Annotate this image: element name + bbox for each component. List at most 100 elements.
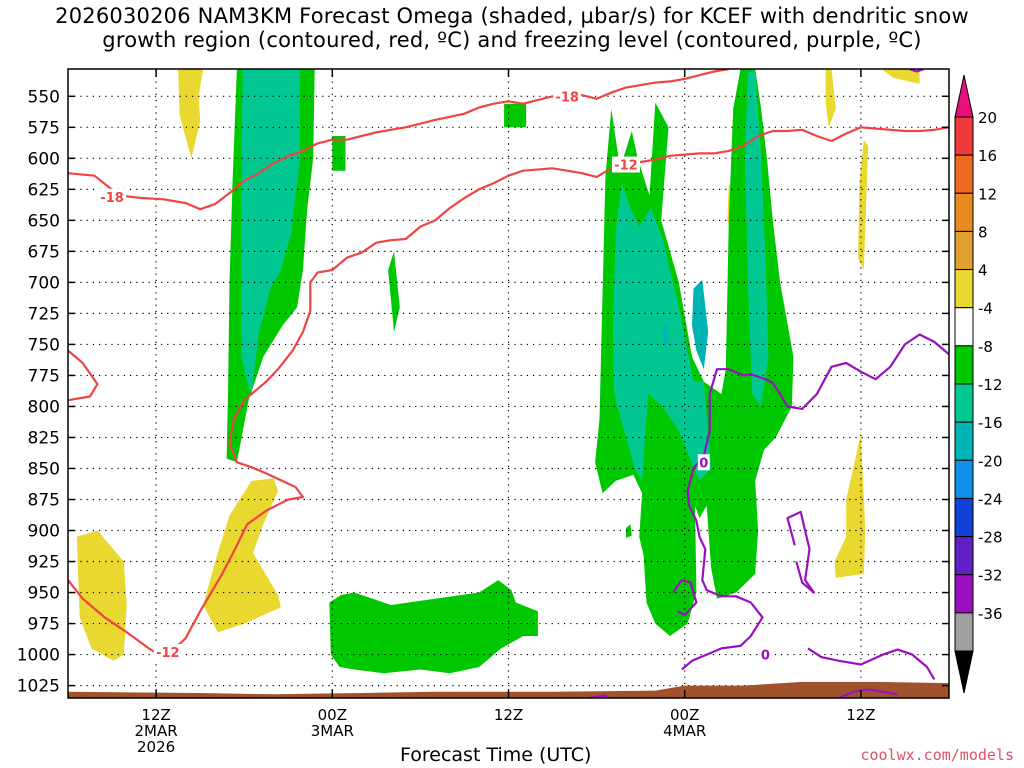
contour-label-bg bbox=[553, 88, 582, 105]
y-tick-label: 625 bbox=[28, 180, 60, 200]
x-tick-label: 4MAR bbox=[663, 722, 706, 740]
y-tick-label: 675 bbox=[28, 242, 60, 262]
colorbar-segment bbox=[954, 459, 974, 499]
omega-region-9 bbox=[332, 136, 346, 171]
omega-region-10 bbox=[388, 251, 400, 332]
colorbar-segment bbox=[954, 612, 974, 652]
colorbar-bottom-triangle bbox=[954, 650, 974, 694]
colorbar-label: 8 bbox=[978, 223, 988, 241]
x-tick-label: 00Z bbox=[318, 706, 347, 724]
colorbar-segment bbox=[954, 383, 974, 423]
contour-label-bg bbox=[697, 454, 710, 471]
colorbar-segment bbox=[954, 497, 974, 538]
contour-label: -12 bbox=[156, 646, 180, 661]
omega-region-15 bbox=[241, 69, 300, 394]
colorbar-segment bbox=[954, 536, 974, 576]
ground-surface bbox=[68, 681, 949, 698]
dgz-contour-2 bbox=[68, 126, 949, 656]
colorbar-segment bbox=[954, 345, 974, 385]
contour-label: 0 bbox=[699, 456, 708, 471]
colorbar-segment bbox=[954, 574, 974, 614]
y-tick-label: 725 bbox=[28, 304, 60, 324]
dgz-contour-0 bbox=[68, 69, 729, 211]
contour-label: -18 bbox=[100, 191, 124, 206]
colorbar-label: 12 bbox=[978, 185, 997, 203]
colorbar-segment bbox=[954, 269, 974, 309]
colorbar-label: 16 bbox=[978, 147, 997, 165]
omega-region-0 bbox=[141, 69, 204, 159]
dgz-contour-1 bbox=[68, 349, 99, 402]
freezing-contour-1 bbox=[672, 579, 698, 616]
site-credit[interactable]: coolwx.com/models bbox=[860, 746, 1014, 764]
contour-label: 0 bbox=[761, 649, 770, 664]
omega-region-16 bbox=[612, 183, 712, 481]
y-tick-label: 875 bbox=[28, 490, 60, 510]
y-tick-label: 850 bbox=[28, 459, 60, 479]
colorbar-label: 20 bbox=[978, 109, 997, 127]
omega-region-1 bbox=[76, 530, 127, 661]
colorbar-label: -16 bbox=[978, 414, 1003, 432]
colorbar-segment bbox=[954, 192, 974, 232]
omega-region-12 bbox=[329, 580, 538, 674]
y-tick-label: 1000 bbox=[17, 646, 60, 666]
y-tick-label: 1025 bbox=[17, 677, 60, 697]
y-tick-label: 600 bbox=[28, 149, 60, 169]
colorbar-label: -36 bbox=[978, 605, 1003, 623]
chart-title: 2026030206 NAM3KM Forecast Omega (shaded… bbox=[0, 4, 1024, 52]
contour-label: -18 bbox=[555, 90, 579, 105]
chart-title-line-2: growth region (contoured, red, ºC) and f… bbox=[102, 28, 922, 52]
colorbar: 20 16 12 8 4 -4 -8 -12 -16 -20 -24 -28 -32 -36 bbox=[954, 74, 1003, 694]
plot-area: -18 -18 -12 -12 0 0 bbox=[68, 69, 949, 698]
colorbar-segment bbox=[954, 154, 974, 194]
x-tick-label: 3MAR bbox=[311, 722, 354, 740]
chart-title-line-1: 2026030206 NAM3KM Forecast Omega (shaded… bbox=[55, 4, 969, 28]
freezing-contour-4 bbox=[589, 694, 611, 698]
contour-label-bg bbox=[759, 646, 772, 663]
colorbar-label: -24 bbox=[978, 490, 1003, 508]
omega-region-11 bbox=[504, 103, 527, 128]
y-tick-label: 800 bbox=[28, 397, 60, 417]
omega-region-14 bbox=[626, 524, 632, 538]
omega-region-13 bbox=[595, 69, 794, 636]
omega-region-2 bbox=[203, 478, 281, 633]
omega-region-6 bbox=[881, 69, 920, 84]
colorbar-label: -20 bbox=[978, 452, 1003, 470]
y-tick-label: 950 bbox=[28, 584, 60, 604]
colorbar-label: -32 bbox=[978, 567, 1003, 585]
x-tick-label: 12Z bbox=[494, 706, 523, 724]
freezing-contour-5 bbox=[838, 688, 898, 698]
omega-region-5 bbox=[834, 433, 866, 578]
y-tick-label: 750 bbox=[28, 335, 60, 355]
y-tick-label: 775 bbox=[28, 366, 60, 386]
y-tick-label: 575 bbox=[28, 118, 60, 138]
x-tick-label: 12Z bbox=[141, 706, 170, 724]
y-tick-label: 925 bbox=[28, 553, 60, 573]
omega-region-3 bbox=[825, 69, 836, 128]
y-tick-label: 550 bbox=[28, 87, 60, 107]
freezing-contour-0 bbox=[681, 333, 949, 671]
colorbar-label: 4 bbox=[978, 262, 988, 280]
x-tick-label: 2MAR bbox=[135, 722, 178, 740]
colorbar-label: -28 bbox=[978, 529, 1003, 547]
x-axis-label: Forecast Time (UTC) bbox=[400, 744, 592, 766]
x-tick-label: 2026 bbox=[137, 738, 175, 756]
colorbar-segment bbox=[954, 421, 974, 461]
y-tick-label: 700 bbox=[28, 273, 60, 293]
colorbar-segment bbox=[954, 307, 974, 347]
y-tick-label: 650 bbox=[28, 211, 60, 231]
contour-label-bg bbox=[98, 188, 127, 205]
y-tick-label: 825 bbox=[28, 428, 60, 448]
contour-label-bg bbox=[611, 156, 640, 173]
colorbar-label: -8 bbox=[978, 338, 993, 356]
colorbar-segment bbox=[954, 230, 974, 271]
freezing-contour-2 bbox=[786, 510, 815, 594]
y-tick-label: 900 bbox=[28, 522, 60, 542]
freezing-contour-6 bbox=[909, 69, 925, 73]
contour-label: -12 bbox=[614, 159, 638, 174]
omega-region-17 bbox=[744, 71, 769, 407]
colorbar-top-triangle bbox=[954, 74, 974, 118]
y-tick-label: 975 bbox=[28, 615, 60, 635]
omega-region-18 bbox=[692, 279, 709, 370]
freezing-contour-3 bbox=[807, 647, 936, 680]
